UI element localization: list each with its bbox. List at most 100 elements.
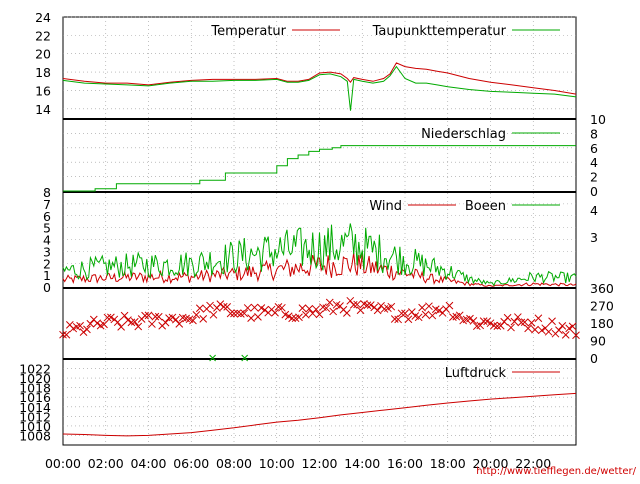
wind-direction-marker	[561, 331, 570, 339]
x-tick-label: 16:00	[387, 456, 423, 471]
series-line-temperatur	[62, 62, 577, 95]
y-tick-precipitation: 6	[590, 141, 598, 156]
wind-direction-marker	[298, 304, 307, 312]
wind-direction-marker	[414, 313, 423, 322]
wind-direction-marker	[295, 313, 303, 322]
legend-niederschlag-label: Niederschlag	[421, 127, 506, 142]
wind-direction-marker	[401, 309, 409, 318]
wind-direction-marker	[373, 306, 382, 315]
wind-direction-marker	[243, 304, 252, 312]
wind-direction-marker-green	[241, 354, 249, 362]
wind-direction-marker	[93, 319, 102, 328]
wind-direction-marker	[305, 304, 314, 313]
y-tick-pressure: 1014	[19, 400, 51, 415]
wind-direction-marker	[503, 313, 512, 322]
wind-direction-marker	[524, 324, 532, 333]
y2-tick-wind: 4	[590, 203, 598, 218]
wind-direction-marker	[120, 311, 129, 320]
y-tick-temperature: 16	[35, 83, 51, 98]
wind-direction-marker	[527, 318, 536, 327]
wind-direction-marker	[230, 309, 238, 318]
wind-direction-marker	[312, 305, 320, 314]
wind-direction-marker	[322, 304, 331, 313]
legend-wind-label: Wind	[369, 199, 402, 214]
wind-direction-marker	[544, 327, 553, 336]
wind-direction-marker	[175, 320, 184, 328]
wind-direction-marker	[366, 301, 375, 309]
y-tick-temperature: 18	[35, 65, 51, 80]
wind-direction-marker	[308, 309, 317, 318]
wind-direction-marker	[113, 318, 122, 327]
wind-direction-marker	[254, 313, 262, 321]
wind-direction-marker	[192, 311, 201, 319]
tick-labels: 00:00 02:00 04:00 06:00 08:00 10:00 12:00 14:00…	[19, 10, 614, 471]
y-tick-wind-direction: 90	[590, 334, 606, 349]
x-tick-label: 08:00	[216, 456, 252, 471]
wind-direction-marker	[301, 310, 310, 319]
legend-temperature: Temperatur Taupunkttemperatur	[210, 24, 560, 39]
wind-direction-marker	[59, 330, 67, 339]
y-tick-wind-direction: 180	[590, 316, 614, 331]
series-line-luftdruck	[62, 392, 577, 437]
wind-direction-marker	[418, 303, 426, 312]
x-tick-label: 06:00	[173, 456, 209, 471]
wind-direction-marker	[209, 310, 218, 319]
wind-direction-marker	[223, 303, 232, 311]
wind-direction-marker	[356, 306, 365, 315]
wind-direction-marker	[507, 323, 515, 332]
y-tick-precipitation: 0	[590, 184, 598, 199]
wind-direction-marker	[435, 306, 444, 315]
wind-direction-marker-green	[209, 354, 216, 362]
y-tick-wind: 0	[43, 280, 51, 295]
y-tick-wind: 2	[43, 256, 51, 271]
wind-direction-marker	[154, 312, 163, 321]
wind-direction-marker	[219, 302, 228, 311]
wind-direction-marker	[250, 303, 259, 312]
wind-direction-marker	[510, 317, 519, 326]
wind-direction-marker	[134, 322, 143, 331]
series-layer	[59, 62, 580, 437]
wind-direction-marker	[555, 326, 563, 334]
wind-direction-marker	[117, 323, 125, 331]
wind-direction-marker	[469, 316, 478, 325]
wind-direction-marker	[76, 321, 84, 330]
wind-direction-marker	[83, 325, 91, 334]
y2-tick-wind: 3	[590, 230, 598, 245]
wind-direction-marker	[520, 318, 529, 326]
y-tick-temperature: 14	[35, 102, 51, 117]
wind-direction-marker	[247, 314, 255, 322]
wind-direction-marker	[151, 312, 160, 321]
wind-direction-marker	[394, 315, 403, 324]
x-tick-label: 12:00	[301, 456, 337, 471]
wind-direction-marker	[100, 320, 108, 329]
series-line-taupunkttemperatur	[62, 65, 577, 111]
y-tick-wind-direction: 360	[590, 281, 614, 296]
wind-direction-marker	[278, 303, 286, 312]
wind-direction-marker	[349, 301, 358, 309]
credit-link[interactable]: http://www.tiefflegen.de/wetter/	[476, 466, 636, 477]
wind-direction-marker	[206, 301, 214, 310]
wind-direction-marker	[572, 331, 580, 340]
wind-direction-marker	[363, 301, 372, 310]
wind-direction-marker	[343, 309, 351, 317]
y-tick-pressure: 1016	[19, 390, 51, 405]
legend-pressure: Luftdruck	[445, 366, 560, 381]
wind-direction-marker	[315, 310, 324, 319]
wind-direction-marker	[195, 304, 204, 313]
y-tick-wind: 6	[43, 209, 51, 224]
wind-direction-marker	[216, 300, 225, 308]
wind-direction-marker	[288, 314, 296, 323]
wind-direction-marker	[79, 328, 88, 336]
wind-direction-marker	[449, 313, 457, 322]
wind-direction-marker	[568, 322, 577, 331]
wind-direction-marker	[390, 315, 399, 323]
x-tick-label: 00:00	[45, 456, 81, 471]
wind-direction-marker	[325, 298, 334, 307]
wind-direction-marker	[103, 313, 112, 322]
wind-direction-marker	[537, 326, 546, 335]
legend-luftdruck-label: Luftdruck	[445, 366, 507, 381]
wind-direction-marker	[514, 313, 522, 321]
wind-direction-marker	[148, 320, 156, 328]
wind-direction-marker	[421, 310, 430, 319]
